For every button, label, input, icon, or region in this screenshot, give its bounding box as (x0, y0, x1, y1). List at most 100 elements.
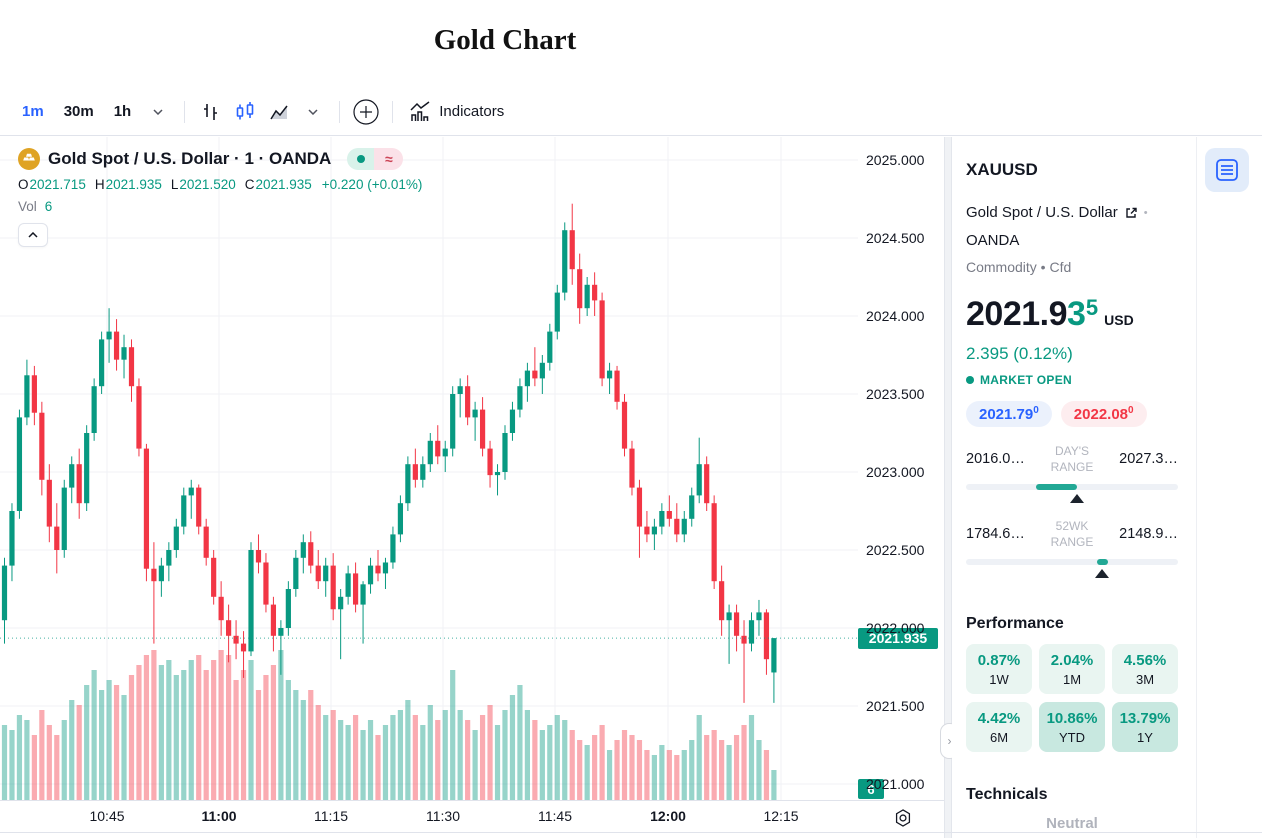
chart-area[interactable]: 2021.935 6 2025.000 2024.500 2024.000 2023.… (0, 137, 944, 838)
performance-tile-1W[interactable]: 0.87% 1W (966, 644, 1032, 694)
52wk-range-fill (1097, 559, 1109, 565)
ask-value: 2022.08 (1073, 405, 1129, 423)
days-range-marker-icon (1070, 494, 1085, 503)
52wk-range-high: 2148.9… (1119, 526, 1178, 542)
symbol-info-panel: XAUUSD Gold Spot / U.S. Dollar • OANDA C… (952, 137, 1262, 838)
ohlc-item: L2021.520 (170, 177, 236, 192)
menu-list-icon (1216, 159, 1238, 181)
performance-period: 1W (989, 671, 1009, 687)
days-range-fill (1035, 484, 1078, 490)
performance-period: 1M (1062, 671, 1082, 687)
toolbar-separator (184, 100, 186, 123)
interval-dropdown-button[interactable] (143, 97, 173, 127)
technicals-summary: Neutral (1046, 815, 1098, 832)
performance-heading: Performance (966, 615, 1064, 632)
candles-chart-type-button[interactable] (230, 97, 260, 127)
bottom-border (0, 832, 1262, 833)
volume-value: 6 (44, 199, 53, 214)
interval-button-30m[interactable]: 30m (63, 102, 94, 120)
plus-circle-icon (353, 98, 379, 125)
panel-exchange: OANDA (966, 232, 1020, 249)
ask-price-pill[interactable]: 2022.08 0 (1060, 401, 1147, 427)
time-axis-label: 12:00 (650, 808, 686, 824)
52wk-range-label: 52WK RANGE (1050, 519, 1094, 549)
52wk-range-track (966, 559, 1178, 565)
performance-value: 13.79% (1119, 709, 1171, 727)
chart-legend: Gold Spot / U.S. Dollar · 1 · OANDA ≈ O2… (18, 148, 422, 247)
interval-button-1m[interactable]: 1m (22, 102, 44, 120)
panel-instrument-type: Commodity • Cfd (966, 259, 1072, 275)
ohlc-item: C2021.935 (244, 177, 312, 192)
performance-tile-3M[interactable]: 4.56% 3M (1112, 644, 1178, 694)
performance-period: 1Y (1137, 729, 1153, 745)
market-status-pill[interactable]: ≈ (347, 148, 404, 170)
performance-period: 6M (989, 729, 1009, 745)
panel-menu-button[interactable] (1205, 148, 1249, 192)
chart-toolbar: 1m 30m 1h (0, 88, 1262, 136)
delayed-data-icon: ≈ (374, 148, 404, 170)
legend-collapse-button[interactable] (18, 223, 48, 247)
performance-tile-1Y[interactable]: 13.79% 1Y (1112, 702, 1178, 752)
price-axis-label: 2021.500 (866, 698, 925, 714)
volume-readout: Vol 6 (18, 199, 422, 214)
price-axis[interactable]: 2021.935 6 2025.000 2024.500 2024.000 2023.… (858, 137, 944, 800)
bid-price-pill[interactable]: 2021.79 0 (966, 401, 1052, 427)
page-title: Gold Chart (433, 24, 577, 56)
time-axis-label: 11:00 (201, 808, 237, 824)
price-axis-label: 2022.000 (866, 620, 925, 636)
technicals-heading: Technicals (966, 786, 1048, 803)
interval-button-1h[interactable]: 1h (113, 102, 132, 120)
ohlc-item: O2021.715 (18, 177, 86, 192)
chart-settings-button[interactable] (891, 806, 915, 830)
price-axis-label: 2023.000 (866, 464, 925, 480)
performance-tile-YTD[interactable]: 10.86% YTD (1039, 702, 1105, 752)
legend-symbol-title[interactable]: Gold Spot / U.S. Dollar · 1 · OANDA (48, 149, 332, 168)
52wk-range-low: 1784.6… (966, 526, 1025, 542)
performance-tile-1M[interactable]: 2.04% 1M (1039, 644, 1105, 694)
external-link-icon[interactable] (1124, 206, 1138, 220)
toolbar-separator (392, 100, 394, 123)
panel-divider[interactable]: › (940, 137, 959, 838)
performance-tile-6M[interactable]: 4.42% 6M (966, 702, 1032, 752)
time-axis-label: 10:45 (89, 808, 125, 824)
price-axis-label: 2025.000 (866, 152, 925, 168)
time-axis-label: 11:45 (538, 808, 572, 824)
panel-price-change: 2.395 (0.12%) (966, 344, 1073, 363)
time-axis-label: 11:30 (426, 808, 460, 824)
chevron-up-icon (28, 232, 38, 238)
candlestick-plot[interactable] (0, 137, 944, 800)
days-range-high: 2027.3… (1119, 451, 1178, 467)
time-axis[interactable]: 10:45 11:00 11:15 11:30 11:45 12:00 12:15 (0, 800, 944, 832)
data-status-dot-icon (347, 148, 375, 170)
volume-label: Vol (18, 199, 37, 214)
chevron-down-icon (308, 108, 318, 115)
compare-add-button[interactable] (351, 97, 381, 127)
days-range-widget: 2016.0… DAY'S RANGE 2027.3… (966, 443, 1178, 503)
market-open-dot-icon (966, 376, 974, 384)
current-price-tag: 2021.935 (858, 627, 938, 649)
indicators-icon (410, 100, 430, 121)
bars-icon (204, 103, 218, 120)
bar-chart-type-button[interactable] (196, 97, 226, 127)
price-axis-label: 2022.500 (866, 542, 925, 558)
performance-value: 0.87% (977, 651, 1021, 669)
performance-period: YTD (1059, 729, 1085, 745)
price-axis-label: 2024.500 (866, 230, 925, 246)
time-axis-label: 12:15 (763, 808, 799, 824)
days-range-low: 2016.0… (966, 451, 1025, 467)
ohlc-item: +0.220 (+0.01%) (321, 177, 423, 192)
performance-value: 4.56% (1123, 651, 1167, 669)
interval-buttons: 1m 30m 1h (12, 98, 141, 126)
area-chart-type-button[interactable] (264, 97, 294, 127)
indicators-button[interactable]: Indicators (402, 100, 510, 123)
performance-grid: 0.87% 1W 2.04% 1M 4.56% 3M 4.42% 6M 10.86% YTD 13.… (966, 644, 1178, 752)
ohlc-readout: O2021.715 H2021.935 L2021.520 C2021.935 +0.2… (18, 177, 422, 192)
panel-symbol-name[interactable]: Gold Spot / U.S. Dollar (966, 204, 1118, 221)
price-main-digits: 2021.9 (966, 295, 1068, 333)
performance-value: 4.42% (977, 709, 1021, 727)
price-changed-digit: 3 (1067, 295, 1086, 333)
price-axis-label: 2021.000 (866, 776, 925, 792)
toolbar-separator (339, 100, 341, 123)
chart-type-dropdown-button[interactable] (298, 97, 328, 127)
